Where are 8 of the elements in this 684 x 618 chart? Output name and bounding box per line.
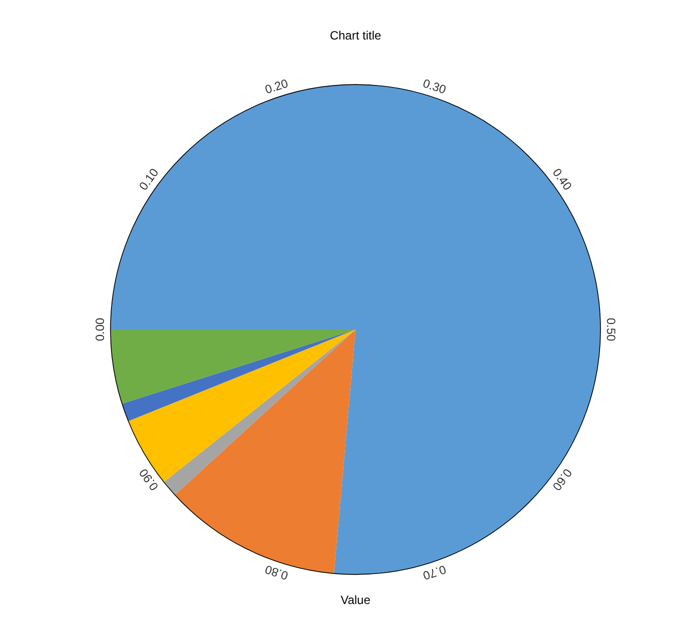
text: 0.80 (262, 562, 290, 583)
text: 0.70 (420, 562, 448, 583)
chart-title: Chart title (330, 28, 382, 42)
text: Value (340, 593, 371, 608)
text: 0.20 (263, 76, 290, 97)
text: 0.50 (604, 318, 618, 342)
text: 0.30 (421, 76, 448, 97)
text: 0.00 (92, 317, 107, 342)
